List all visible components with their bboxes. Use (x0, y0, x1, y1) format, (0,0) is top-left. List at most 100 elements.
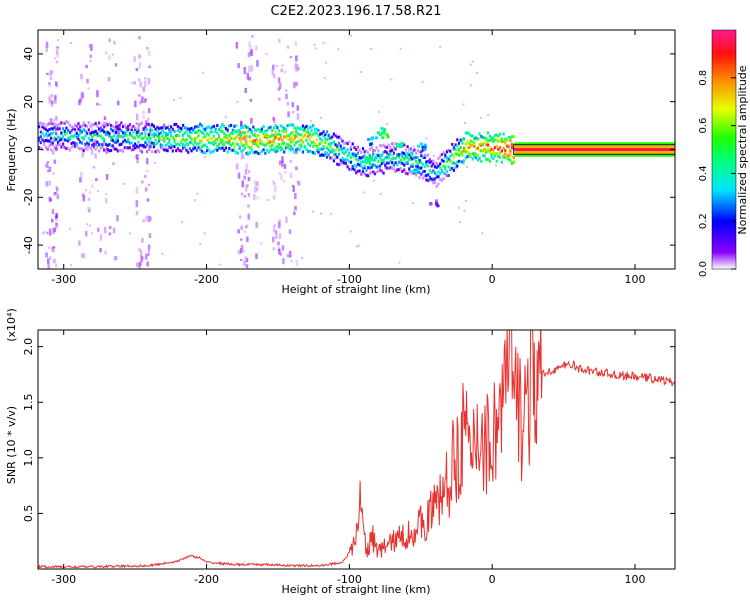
heatmap-cell (55, 147, 58, 151)
heatmap-cell (142, 136, 145, 140)
heatmap-marks (38, 34, 675, 269)
heatmap-cell (128, 123, 131, 127)
heatmap-cell (254, 134, 257, 137)
heatmap-speckle (250, 117, 253, 124)
heatmap-cell (334, 143, 337, 147)
heatmap-cell (200, 124, 203, 128)
heatmap-cell (188, 127, 191, 131)
heatmap-cell (170, 130, 173, 134)
heatmap-cell (396, 143, 400, 146)
heatmap-cell (386, 135, 390, 139)
heatmap-cell (254, 141, 257, 145)
heatmap-cell (523, 145, 526, 149)
heatmap-cell (593, 148, 596, 151)
heatmap-cell (369, 155, 373, 159)
heatmap-cell (127, 128, 130, 132)
heatmap-speckle (51, 218, 54, 223)
heatmap-cell (595, 148, 598, 151)
heatmap-cell (327, 142, 330, 146)
heatmap-speckle (117, 130, 120, 137)
heatmap-x-axis-label: Height of straight line (km) (281, 283, 430, 296)
heatmap-cell (351, 164, 354, 168)
heatmap-cell (579, 153, 582, 157)
heatmap-cell (375, 153, 378, 157)
heatmap-cell (108, 122, 111, 126)
snr-y-tick-label: 2.0 (22, 338, 35, 356)
heatmap-cell (574, 145, 577, 149)
heatmap-cell (478, 149, 481, 152)
heatmap-cell (132, 136, 135, 140)
heatmap-speckle (148, 50, 151, 57)
heatmap-speckle (105, 51, 108, 55)
heatmap-cell (363, 164, 366, 168)
heatmap-cell (363, 160, 367, 163)
heatmap-cell (377, 149, 380, 153)
colorbar-gradient (711, 29, 737, 270)
heatmap-cell (559, 145, 562, 149)
heatmap-cell (504, 155, 507, 159)
heatmap-cell (110, 144, 113, 148)
heatmap-cell (444, 167, 447, 171)
heatmap-speckle (244, 137, 247, 143)
heatmap-cell (651, 145, 654, 149)
heatmap-cell (197, 128, 200, 132)
heatmap-cell (367, 138, 371, 141)
colorbar-tick-label: 0.4 (698, 165, 709, 181)
heatmap-speckle (464, 122, 466, 125)
heatmap-cell (526, 145, 529, 149)
heatmap-cell (77, 133, 80, 137)
heatmap-cell (550, 145, 553, 149)
heatmap-cell (125, 140, 128, 144)
heatmap-cell (224, 140, 227, 144)
heatmap-cell (337, 141, 341, 145)
heatmap-cell (660, 153, 663, 157)
heatmap-speckle (122, 182, 125, 185)
heatmap-cell (521, 145, 524, 149)
heatmap-speckle (278, 249, 281, 255)
heatmap-speckle (274, 185, 277, 193)
heatmap-cell (308, 133, 311, 136)
heatmap-speckle (146, 117, 150, 121)
heatmap-cell (444, 153, 447, 157)
heatmap-speckle (253, 180, 257, 185)
heatmap-cell (111, 129, 114, 133)
heatmap-cell (526, 150, 529, 154)
heatmap-cell (483, 136, 486, 140)
heatmap-speckle (94, 139, 97, 146)
heatmap-cell (670, 142, 673, 146)
heatmap-cell (277, 143, 281, 146)
heatmap-cell (631, 150, 634, 154)
heatmap-cell (43, 142, 46, 146)
heatmap-cell (531, 148, 534, 151)
heatmap-cell (310, 140, 313, 144)
heatmap-cell (550, 153, 553, 157)
heatmap-cell (468, 132, 471, 136)
heatmap-speckle (199, 243, 202, 246)
heatmap-cell (487, 143, 490, 147)
heatmap-cell (649, 153, 653, 157)
heatmap-cell (39, 141, 42, 145)
heatmap-cell (156, 148, 159, 152)
heatmap-cell (288, 137, 291, 141)
heatmap-cell (194, 137, 197, 141)
heatmap-cell (175, 122, 178, 126)
heatmap-cell (483, 154, 486, 158)
heatmap-cell (545, 148, 548, 151)
heatmap-cell (425, 154, 428, 157)
heatmap-cell (46, 129, 49, 133)
heatmap-cell (206, 149, 209, 153)
heatmap-cell (103, 139, 106, 143)
heatmap-cell (206, 126, 209, 130)
heatmap-cell (255, 128, 258, 132)
heatmap-speckle (289, 159, 292, 163)
heatmap-cell (540, 148, 543, 151)
heatmap-cell (391, 166, 394, 170)
heatmap-cell (63, 121, 66, 125)
heatmap-cell (295, 148, 298, 152)
heatmap-speckle (432, 154, 435, 157)
heatmap-speckle (355, 245, 358, 248)
heatmap-cell (240, 141, 243, 145)
heatmap-cell (631, 142, 634, 146)
heatmap-speckle (240, 130, 243, 137)
heatmap-cell (192, 138, 195, 142)
